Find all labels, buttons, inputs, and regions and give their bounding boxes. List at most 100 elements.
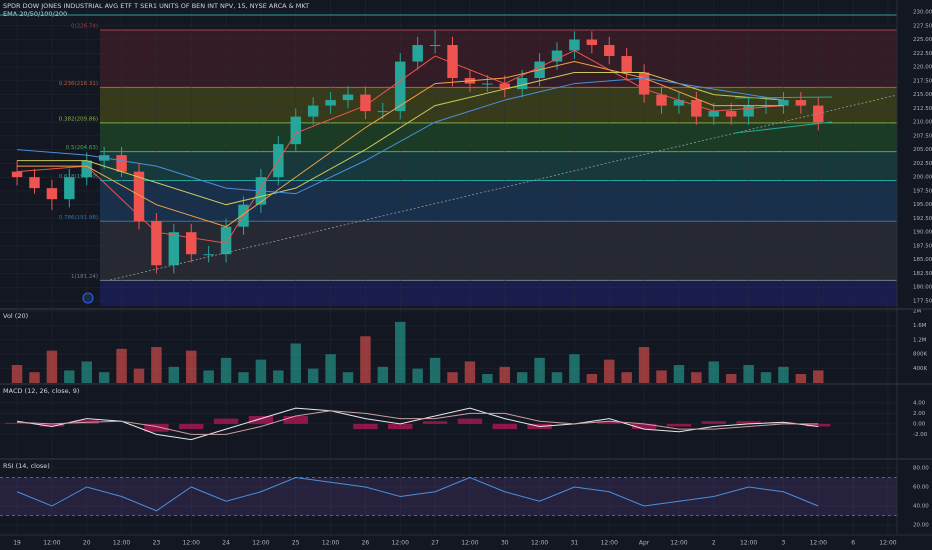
candle-body xyxy=(638,72,650,95)
rsi-line xyxy=(16,476,819,512)
candle-body xyxy=(673,100,685,106)
x-tick-label: 19 xyxy=(13,540,21,547)
fib-band xyxy=(100,151,897,181)
candle-body xyxy=(377,111,389,113)
volume-bar xyxy=(116,348,127,383)
volume-bar xyxy=(290,343,301,383)
volume-bar xyxy=(691,372,702,383)
y-tick-label: 60.00 xyxy=(913,484,929,490)
x-tick-label: 12:00 xyxy=(531,540,548,547)
macd-histogram xyxy=(597,421,622,424)
macd-histogram xyxy=(144,423,169,432)
x-tick-label: 12:00 xyxy=(392,540,409,547)
triangle-top xyxy=(734,96,833,99)
volume-bar xyxy=(551,372,563,383)
ema-line xyxy=(17,77,784,195)
y-tick-label: 182.50 xyxy=(913,271,932,277)
candle-body xyxy=(691,100,702,117)
y-tick-label: 215.00 xyxy=(913,92,932,98)
x-tick-label: 26 xyxy=(362,540,370,547)
y-tick-label: 187.50 xyxy=(913,243,932,249)
candle-body xyxy=(551,50,563,62)
candle-body xyxy=(151,221,162,266)
macd-histogram xyxy=(4,422,30,424)
macd-histogram xyxy=(457,418,483,424)
x-tick-label: 12:00 xyxy=(601,540,618,547)
volume-bar xyxy=(482,374,493,383)
volume-bar xyxy=(464,361,476,383)
x-tick-label: 2 xyxy=(712,540,716,547)
chart-title: SPDR DOW JONES INDUSTRIAL AVG ETF T SER1… xyxy=(3,2,309,10)
volume-bar xyxy=(569,354,580,383)
y-tick-label: 800K xyxy=(913,352,927,358)
candle-body xyxy=(342,94,354,101)
x-tick-label: 30 xyxy=(501,540,509,547)
x-tick-label: 12:00 xyxy=(670,540,687,547)
volume-bar xyxy=(133,368,145,383)
macd-line xyxy=(16,407,819,441)
volume-bar xyxy=(307,368,319,383)
y-tick-label: 200.00 xyxy=(913,175,932,181)
candle-body xyxy=(11,171,23,178)
volume-bar xyxy=(760,372,772,383)
y-tick-label: 212.50 xyxy=(913,106,932,112)
candle-body xyxy=(795,100,807,106)
macd-histogram xyxy=(631,423,657,430)
macd-histogram xyxy=(39,423,65,427)
ema-line xyxy=(17,49,784,244)
x-tick-label: 12:00 xyxy=(252,540,269,547)
x-tick-label: Apr xyxy=(639,540,650,547)
y-tick-label: 227.50 xyxy=(913,23,932,29)
y-tick-label: 210.00 xyxy=(913,120,932,126)
volume-bar xyxy=(395,321,406,383)
fib-band xyxy=(100,280,897,306)
volume-bar xyxy=(29,372,40,383)
candle-body xyxy=(290,116,301,145)
fib-band xyxy=(100,221,897,281)
fib-label: 0.786(191.98) xyxy=(59,215,98,221)
pane-title: MACD (12, 26, close, 9) xyxy=(3,387,79,395)
macd-histogram xyxy=(248,415,274,424)
volume-bar xyxy=(499,366,510,383)
macd-line xyxy=(17,410,819,435)
y-tick-label: 80.00 xyxy=(913,465,929,471)
rsi-band xyxy=(0,477,897,516)
volume-bar xyxy=(360,336,371,383)
candle-body xyxy=(64,177,75,200)
x-tick-label: 31 xyxy=(571,540,579,547)
ema-line xyxy=(17,61,784,228)
candle-body xyxy=(429,45,441,47)
volume-bar xyxy=(412,368,423,383)
x-tick-label: 12:00 xyxy=(113,540,130,547)
volume-bar xyxy=(11,365,23,383)
ema-line xyxy=(17,72,784,206)
volume-bar xyxy=(638,347,650,383)
y-tick-label: 190.00 xyxy=(913,230,932,236)
y-tick-label: 217.50 xyxy=(913,78,932,84)
candle-body xyxy=(203,254,214,256)
candle-body xyxy=(569,39,580,51)
candle-body xyxy=(725,111,737,117)
macd-histogram xyxy=(666,423,692,427)
volume-bar xyxy=(81,361,92,383)
x-tick-label: 20 xyxy=(83,540,91,547)
fib-label: 0.236(216.31) xyxy=(59,81,98,87)
x-tick-label: 3 xyxy=(782,540,786,547)
x-tick-label: 12:00 xyxy=(322,540,339,547)
volume-bar xyxy=(203,370,214,383)
candle-body xyxy=(516,78,528,90)
volume-bar xyxy=(604,359,615,383)
triangle-bottom xyxy=(734,121,833,134)
macd-histogram xyxy=(179,423,204,430)
pane-title: Vol (20) xyxy=(3,312,28,320)
candle-body xyxy=(621,56,632,73)
fib-band xyxy=(100,122,897,152)
y-tick-label: 2M xyxy=(913,309,921,315)
volume-bar xyxy=(586,374,598,383)
x-tick-label: 27 xyxy=(431,540,439,547)
y-tick-label: 1.6M xyxy=(913,323,927,329)
x-tick-label: 12:00 xyxy=(740,540,757,547)
macd-histogram xyxy=(422,421,448,424)
candle-body xyxy=(360,94,371,112)
